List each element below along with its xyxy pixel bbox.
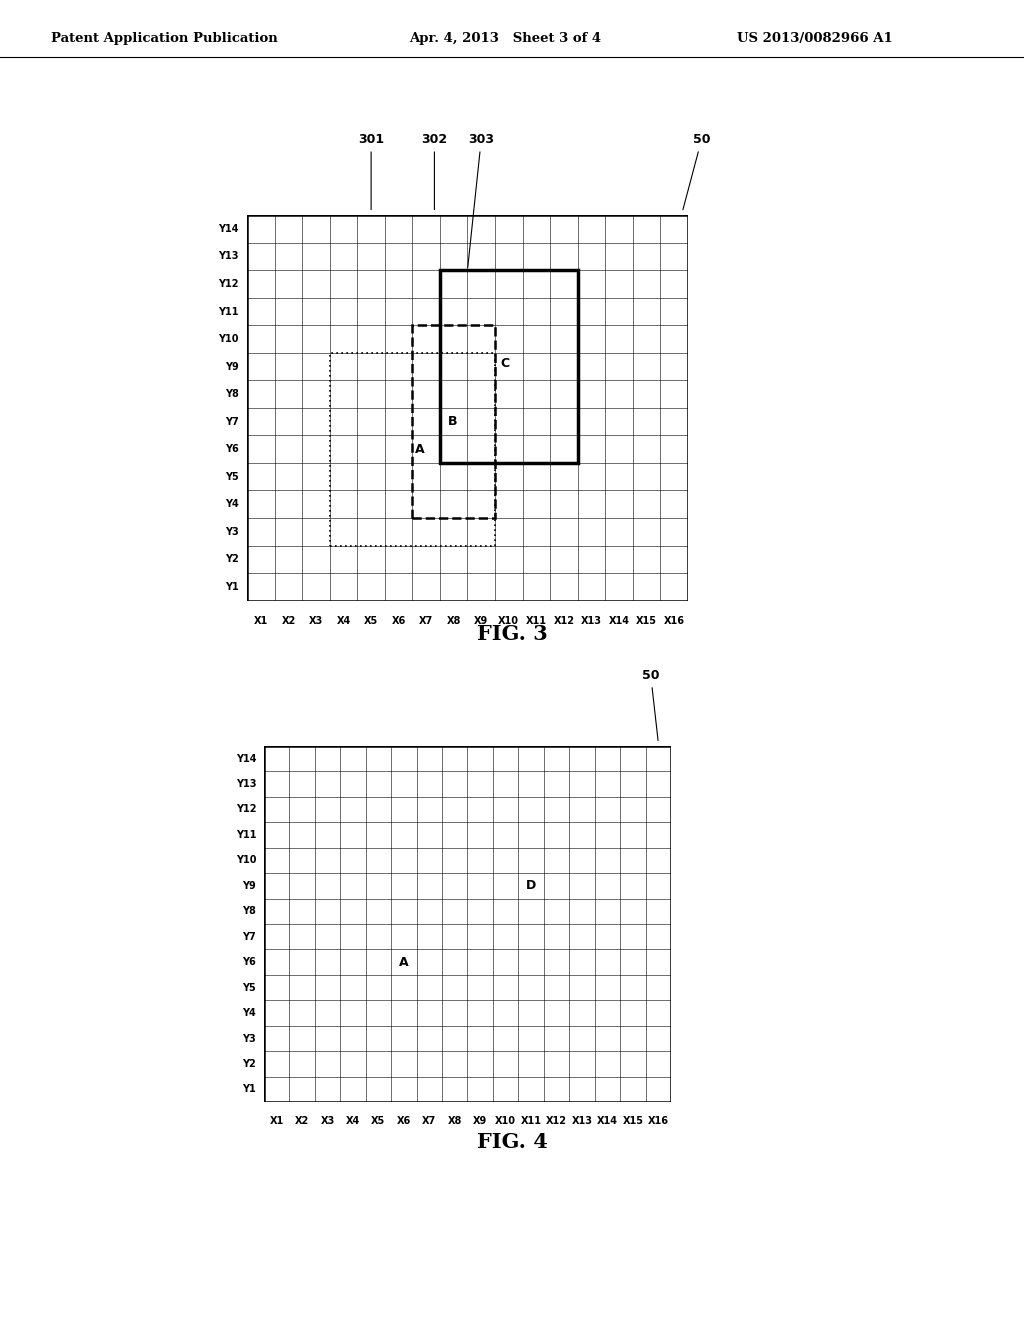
Text: X4: X4: [337, 615, 350, 626]
Text: 302: 302: [421, 133, 447, 210]
Text: Y1: Y1: [243, 1085, 256, 1094]
Text: X3: X3: [321, 1117, 335, 1126]
Text: Y2: Y2: [225, 554, 239, 565]
Text: X13: X13: [571, 1117, 593, 1126]
Text: X6: X6: [396, 1117, 411, 1126]
Text: X8: X8: [446, 615, 461, 626]
Text: X16: X16: [648, 1117, 669, 1126]
Text: Y7: Y7: [243, 932, 256, 941]
Text: 301: 301: [358, 133, 384, 210]
Text: Y12: Y12: [236, 804, 256, 814]
Text: Y11: Y11: [218, 306, 239, 317]
Text: X3: X3: [309, 615, 324, 626]
Text: Y13: Y13: [218, 251, 239, 261]
Text: Y7: Y7: [225, 417, 239, 426]
Text: Y9: Y9: [243, 880, 256, 891]
Text: X11: X11: [520, 1117, 542, 1126]
Text: A: A: [415, 442, 425, 455]
Text: Y8: Y8: [243, 907, 256, 916]
Text: X12: X12: [553, 615, 574, 626]
Text: X7: X7: [422, 1117, 436, 1126]
Text: Y10: Y10: [218, 334, 239, 345]
Text: Y8: Y8: [225, 389, 239, 399]
Text: X14: X14: [608, 615, 630, 626]
Text: X5: X5: [364, 615, 378, 626]
Text: X10: X10: [496, 1117, 516, 1126]
Text: Patent Application Publication: Patent Application Publication: [51, 32, 278, 45]
Text: X10: X10: [499, 615, 519, 626]
Text: US 2013/0082966 A1: US 2013/0082966 A1: [737, 32, 893, 45]
Text: X2: X2: [295, 1117, 309, 1126]
Text: X15: X15: [636, 615, 657, 626]
Text: X9: X9: [474, 615, 488, 626]
Text: Y6: Y6: [225, 444, 239, 454]
Text: X14: X14: [597, 1117, 617, 1126]
Text: D: D: [526, 879, 537, 892]
Text: Y13: Y13: [236, 779, 256, 789]
Text: X4: X4: [346, 1117, 360, 1126]
Text: X8: X8: [447, 1117, 462, 1126]
Text: Y11: Y11: [236, 830, 256, 840]
Bar: [413, 325, 495, 517]
Text: Y9: Y9: [225, 362, 239, 372]
Bar: [440, 271, 578, 463]
Text: Y5: Y5: [225, 471, 239, 482]
Text: X6: X6: [391, 615, 406, 626]
Text: 303: 303: [468, 133, 495, 268]
Text: A: A: [398, 956, 409, 969]
Text: X16: X16: [664, 615, 684, 626]
Text: Y3: Y3: [243, 1034, 256, 1044]
Text: Apr. 4, 2013   Sheet 3 of 4: Apr. 4, 2013 Sheet 3 of 4: [410, 32, 602, 45]
Text: X15: X15: [623, 1117, 643, 1126]
Text: X1: X1: [254, 615, 268, 626]
Text: Y4: Y4: [225, 499, 239, 510]
Text: Y2: Y2: [243, 1059, 256, 1069]
Text: X1: X1: [269, 1117, 284, 1126]
Text: Y6: Y6: [243, 957, 256, 968]
Text: FIG. 3: FIG. 3: [476, 623, 548, 644]
Text: X5: X5: [372, 1117, 385, 1126]
Text: Y4: Y4: [243, 1008, 256, 1018]
Text: Y5: Y5: [243, 982, 256, 993]
Text: 50: 50: [683, 133, 711, 210]
Text: Y14: Y14: [236, 754, 256, 763]
Text: Y14: Y14: [218, 224, 239, 234]
Text: X11: X11: [525, 615, 547, 626]
Text: FIG. 4: FIG. 4: [476, 1131, 548, 1152]
Text: X12: X12: [546, 1117, 567, 1126]
Text: X7: X7: [419, 615, 433, 626]
Text: Y3: Y3: [225, 527, 239, 537]
Text: Y12: Y12: [218, 279, 239, 289]
Text: B: B: [449, 416, 458, 428]
Text: X9: X9: [473, 1117, 487, 1126]
Text: Y10: Y10: [236, 855, 256, 866]
Text: 50: 50: [642, 669, 659, 741]
Text: X13: X13: [581, 615, 602, 626]
Text: Y1: Y1: [225, 582, 239, 591]
Text: C: C: [501, 358, 510, 371]
Bar: [330, 352, 495, 545]
Text: X2: X2: [282, 615, 296, 626]
